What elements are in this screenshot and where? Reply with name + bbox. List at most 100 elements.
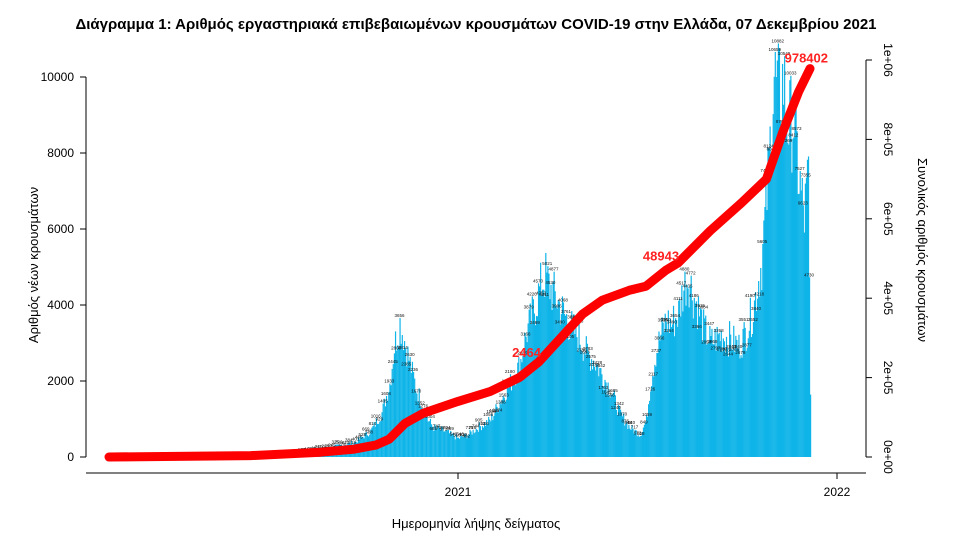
right-tick-label: 8e+05 [881, 123, 895, 157]
bar-value-label: 274 [338, 442, 346, 447]
bar [763, 220, 765, 457]
bar-value-label: 704 [443, 425, 451, 430]
bar-value-label: 2840 [726, 344, 737, 349]
bar [562, 302, 565, 457]
bar-value-label: 2765 [729, 347, 740, 352]
bar [483, 422, 486, 457]
bar [784, 56, 786, 458]
bar-value-label: 2783 [583, 346, 594, 351]
bar [583, 352, 585, 457]
bar [601, 374, 603, 457]
bar [453, 436, 455, 457]
bar [793, 137, 795, 457]
bar-value-label: 8124 [763, 143, 774, 148]
bar [798, 193, 800, 457]
bar-value-label: 530 [459, 432, 467, 437]
bar [662, 322, 664, 457]
bar [399, 318, 401, 457]
bar [463, 436, 465, 457]
bar [698, 316, 701, 457]
bar [574, 334, 576, 457]
bar-value-label: 671 [440, 427, 448, 432]
bar [706, 344, 708, 457]
bar [596, 364, 598, 457]
bar-value-label: 1070 [617, 411, 628, 416]
bar-value-label: 1933 [384, 379, 395, 384]
bar [419, 405, 421, 457]
bar [477, 431, 479, 457]
bar [643, 424, 646, 457]
bar [710, 335, 712, 457]
bar [518, 357, 520, 457]
bar-value-label: 3550 [661, 317, 672, 322]
bar [599, 368, 601, 457]
bar [592, 360, 595, 457]
bar-value-label: 4218 [754, 292, 765, 297]
bar-value-label: 1155 [489, 408, 499, 413]
bar [655, 366, 657, 457]
bar [653, 376, 655, 457]
bar [441, 426, 443, 457]
bar [697, 296, 700, 457]
bar [772, 114, 774, 458]
bar [723, 341, 726, 457]
bar [641, 432, 643, 457]
bar [807, 156, 810, 457]
bar [630, 430, 632, 457]
bar [536, 316, 539, 457]
bar-value-label: 4190 [745, 293, 756, 298]
bar-value-label: 2737 [651, 348, 662, 353]
bar-value-label: 4730 [804, 272, 815, 277]
bar-value-label: 510 [453, 433, 461, 438]
bar [466, 438, 468, 457]
bar-value-label: 715 [466, 425, 474, 430]
bar [451, 433, 453, 457]
bar [432, 426, 434, 457]
bar-value-label: 3879 [524, 305, 535, 310]
bar [490, 421, 492, 457]
bar [625, 423, 627, 457]
bar-value-label: 3105 [564, 334, 575, 339]
bar-value-label: 2877 [742, 343, 753, 348]
bar [446, 430, 448, 457]
bar [767, 147, 769, 457]
bar [425, 411, 427, 457]
bar [700, 309, 703, 457]
bar [430, 424, 433, 457]
y-axis-title: Αριθμός νέων κρουσμάτων [26, 187, 41, 343]
bar [555, 306, 557, 457]
bar-value-label: 201 [318, 444, 326, 449]
bar [729, 321, 731, 457]
bar [401, 335, 403, 457]
bar [749, 297, 751, 457]
bar-value-label: 4877 [548, 267, 559, 272]
bottom-axis-ticks: 2021 2022 [445, 473, 851, 499]
bar-value-label: 3264 [664, 328, 675, 333]
bar [569, 339, 571, 457]
bar [739, 358, 741, 457]
bar [388, 392, 390, 457]
bar [748, 330, 750, 457]
bar-value-label: 1685 [608, 388, 619, 393]
bar [495, 404, 497, 457]
bar [612, 392, 614, 457]
bar [522, 355, 524, 457]
bar [725, 336, 728, 457]
bar [421, 408, 424, 457]
bar [465, 434, 467, 457]
bar [458, 437, 460, 457]
bar-value-label: 4252 [536, 290, 547, 295]
bar [779, 120, 782, 457]
bar [738, 334, 740, 457]
bar [669, 318, 672, 457]
bar [456, 437, 459, 457]
bar [762, 244, 764, 457]
bar [718, 332, 720, 457]
bar [626, 421, 628, 457]
bar [588, 354, 591, 457]
bar [676, 319, 678, 457]
bar [373, 422, 375, 457]
bar [503, 397, 505, 457]
bar [631, 425, 633, 457]
bar [551, 310, 553, 457]
